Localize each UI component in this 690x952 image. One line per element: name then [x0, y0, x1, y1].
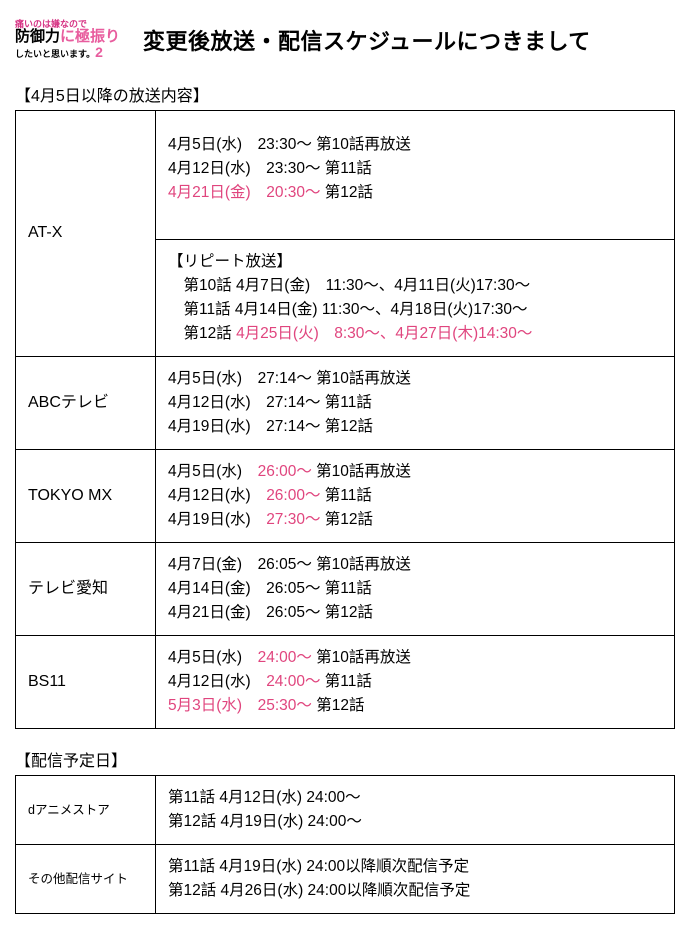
channel-cell: BS11 [16, 636, 156, 729]
table-row: ABCテレビ4月5日(水) 27:14～ 第10話再放送4月12日(水) 27:… [16, 356, 675, 449]
site-cell: その他配信サイト [16, 845, 156, 914]
schedule-cell: 4月5日(水) 27:14～ 第10話再放送4月12日(水) 27:14～ 第1… [156, 356, 675, 449]
schedule-line: 4月12日(水) 24:00～ 第11話 [168, 670, 662, 694]
schedule-line: 第11話 4月12日(水) 24:00～ [168, 786, 662, 810]
header: 痛いのは嫌なので 防御力に極振り したいと思います。2 変更後放送・配信スケジュ… [15, 20, 675, 60]
streaming-section-header: 【配信予定日】 [15, 747, 675, 771]
channel-cell: TOKYO MX [16, 450, 156, 543]
schedule-line: 4月5日(水) 27:14～ 第10話再放送 [168, 367, 662, 391]
channel-cell: AT-X [16, 110, 156, 356]
show-logo: 痛いのは嫌なので 防御力に極振り したいと思います。2 [15, 20, 125, 60]
repeat-line: 第11話 4月14日(金) 11:30～、4月18日(火)17:30～ [168, 298, 662, 322]
schedule-line: 4月5日(水) 24:00～ 第10話再放送 [168, 646, 662, 670]
streaming-schedule-cell: 第11話 4月19日(水) 24:00以降順次配信予定第12話 4月26日(水)… [156, 845, 675, 914]
table-row: BS114月5日(水) 24:00～ 第10話再放送4月12日(水) 24:00… [16, 636, 675, 729]
logo-line2: 防御力に極振り [15, 29, 125, 45]
table-row: dアニメストア第11話 4月12日(水) 24:00～第12話 4月19日(水)… [16, 776, 675, 845]
streaming-schedule-cell: 第11話 4月12日(水) 24:00～第12話 4月19日(水) 24:00～ [156, 776, 675, 845]
site-cell: dアニメストア [16, 776, 156, 845]
schedule-line: 4月5日(水) 26:00～ 第10話再放送 [168, 460, 662, 484]
schedule-line: 5月3日(水) 25:30～ 第12話 [168, 694, 662, 718]
schedule-cell: 4月5日(水) 24:00～ 第10話再放送4月12日(水) 24:00～ 第1… [156, 636, 675, 729]
schedule-line: 第11話 4月19日(水) 24:00以降順次配信予定 [168, 855, 662, 879]
repeat-title: 【リピート放送】 [168, 250, 662, 274]
schedule-line: 4月14日(金) 26:05～ 第11話 [168, 577, 662, 601]
schedule-line: 4月12日(水) 26:00～ 第11話 [168, 484, 662, 508]
schedule-cell: 4月5日(水) 26:00～ 第10話再放送4月12日(水) 26:00～ 第1… [156, 450, 675, 543]
repeat-line: 第10話 4月7日(金) 11:30～、4月11日(火)17:30～ [168, 274, 662, 298]
broadcast-section-header: 【4月5日以降の放送内容】 [15, 82, 675, 106]
schedule-line: 4月21日(金) 26:05～ 第12話 [168, 601, 662, 625]
channel-cell: ABCテレビ [16, 356, 156, 449]
schedule-line: 4月7日(金) 26:05～ 第10話再放送 [168, 553, 662, 577]
repeat-cell: 【リピート放送】第10話 4月7日(金) 11:30～、4月11日(火)17:3… [156, 239, 675, 356]
schedule-line: 第12話 4月26日(水) 24:00以降順次配信予定 [168, 879, 662, 903]
schedule-cell: 4月7日(金) 26:05～ 第10話再放送4月14日(金) 26:05～ 第1… [156, 543, 675, 636]
table-row: その他配信サイト第11話 4月19日(水) 24:00以降順次配信予定第12話 … [16, 845, 675, 914]
table-row: AT-X4月5日(水) 23:30～ 第10話再放送4月12日(水) 23:30… [16, 110, 675, 239]
page-title: 変更後放送・配信スケジュールにつきまして [143, 24, 591, 56]
schedule-line: 4月5日(水) 23:30～ 第10話再放送 [168, 133, 662, 157]
table-row: TOKYO MX4月5日(水) 26:00～ 第10話再放送4月12日(水) 2… [16, 450, 675, 543]
schedule-line: 4月21日(金) 20:30～ 第12話 [168, 181, 662, 205]
schedule-line: 4月12日(水) 27:14～ 第11話 [168, 391, 662, 415]
schedule-line: 4月19日(水) 27:30～ 第12話 [168, 508, 662, 532]
broadcast-table: AT-X4月5日(水) 23:30～ 第10話再放送4月12日(水) 23:30… [15, 110, 675, 729]
schedule-line: 4月12日(水) 23:30～ 第11話 [168, 157, 662, 181]
logo-line3: したいと思います。2 [15, 45, 125, 60]
repeat-line: 第12話 4月25日(火) 8:30～、4月27日(木)14:30～ [168, 322, 662, 346]
channel-cell: テレビ愛知 [16, 543, 156, 636]
schedule-cell: 4月5日(水) 23:30～ 第10話再放送4月12日(水) 23:30～ 第1… [156, 110, 675, 239]
schedule-line: 第12話 4月19日(水) 24:00～ [168, 810, 662, 834]
streaming-table: dアニメストア第11話 4月12日(水) 24:00～第12話 4月19日(水)… [15, 775, 675, 914]
schedule-line: 4月19日(水) 27:14～ 第12話 [168, 415, 662, 439]
table-row: テレビ愛知4月7日(金) 26:05～ 第10話再放送4月14日(金) 26:0… [16, 543, 675, 636]
